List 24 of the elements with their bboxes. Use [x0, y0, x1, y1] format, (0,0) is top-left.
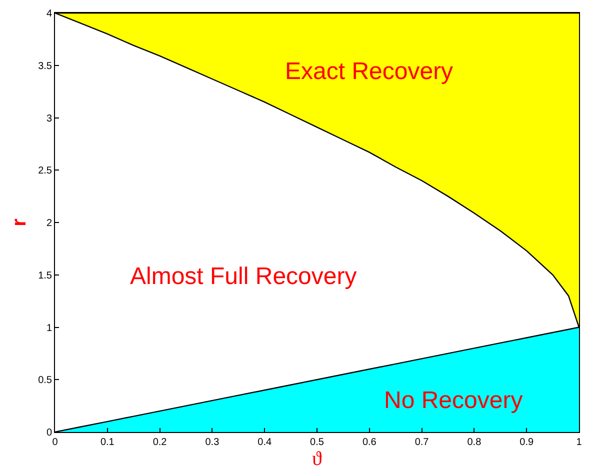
x-tick-label: 0.7 — [414, 437, 430, 448]
x-tick-label: 0.1 — [100, 437, 115, 448]
y-tick-label: 4 — [46, 8, 52, 20]
x-tick-label: 0.5 — [310, 437, 324, 448]
x-tick-label: 0.4 — [258, 437, 272, 448]
y-tick-label: 3.5 — [38, 60, 52, 72]
y-tick-label: 1.5 — [38, 270, 52, 282]
y-tick-label: 3 — [46, 113, 52, 124]
x-tick-label: 1 — [576, 437, 582, 448]
y-tick-label: 0.5 — [38, 375, 52, 386]
annotation: Exact Recovery — [285, 58, 454, 85]
y-tick-label: 0 — [46, 428, 52, 438]
x-axis-title: ϑ — [312, 448, 322, 470]
y-tick-label: 1 — [46, 322, 52, 334]
y-tick-label: 2 — [46, 218, 52, 229]
x-tick-label: 0.8 — [467, 437, 482, 448]
x-tick-label: 0.2 — [152, 437, 168, 448]
y-tick-label: 2.5 — [38, 166, 52, 177]
x-tick-label: 0.3 — [205, 437, 220, 448]
annotation: No Recovery — [384, 387, 523, 414]
y-axis-title: r — [8, 218, 31, 226]
x-tick-label: 0.6 — [362, 437, 377, 448]
annotation: Almost Full Recovery — [130, 263, 357, 290]
x-tick-label: 0.9 — [520, 437, 534, 448]
